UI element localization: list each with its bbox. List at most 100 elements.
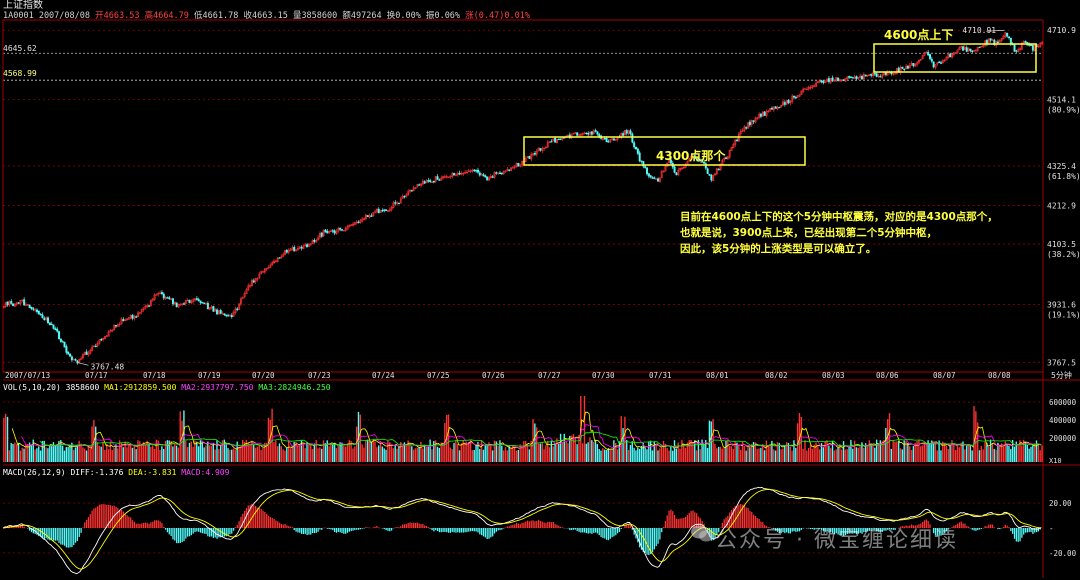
candle-body xyxy=(63,341,66,348)
volume-bar xyxy=(877,444,880,462)
volume-bar xyxy=(27,444,29,462)
candle-body xyxy=(465,171,468,174)
candle-body xyxy=(179,304,182,306)
volume-bar xyxy=(163,449,165,462)
candle-body xyxy=(458,172,461,175)
candle-body xyxy=(949,53,952,58)
volume-bar xyxy=(745,450,747,462)
volume-bar xyxy=(550,440,553,462)
candle-body xyxy=(747,122,750,129)
candle-body xyxy=(137,312,140,317)
candle-body xyxy=(607,141,610,143)
candle-body xyxy=(829,78,832,83)
candle-body xyxy=(971,50,974,52)
volume-bar xyxy=(129,443,132,462)
volume-bar xyxy=(938,440,940,462)
candle-body xyxy=(669,159,672,164)
candle-body xyxy=(353,222,356,225)
candle-body xyxy=(864,74,867,77)
candle-body xyxy=(546,141,549,148)
volume-bar xyxy=(504,447,507,462)
volume-bar xyxy=(117,448,119,462)
candle-body xyxy=(649,175,652,178)
candle-body xyxy=(873,73,876,75)
candle-body xyxy=(767,110,770,112)
candle-body xyxy=(1022,41,1025,43)
volume-bar xyxy=(615,442,617,462)
volume-bar xyxy=(547,440,549,462)
volume-bar xyxy=(49,444,51,462)
candle-body xyxy=(56,328,59,332)
volume-bar xyxy=(477,442,479,462)
volume-bar xyxy=(291,445,294,462)
axis-labels: 4710.913767.484710.94514.1(80.9%)4325.4(… xyxy=(5,26,1080,558)
candle-body xyxy=(370,215,373,217)
candle-body xyxy=(190,300,193,304)
volume-bar xyxy=(561,442,564,462)
volume-bar xyxy=(177,447,180,462)
volume-bar xyxy=(776,442,779,462)
candle-body xyxy=(842,79,845,81)
candle-body xyxy=(94,345,97,348)
candle-body xyxy=(262,271,264,273)
volume-bar xyxy=(315,440,317,462)
volume-bar xyxy=(660,447,663,462)
volume-bar xyxy=(78,440,80,462)
candle-body xyxy=(324,229,327,233)
candle-body xyxy=(940,62,943,64)
candle-body xyxy=(122,319,125,322)
candle-body xyxy=(348,224,351,228)
vol-tick-label: 400000 xyxy=(1049,416,1077,425)
candle-body xyxy=(710,175,713,181)
volume-bar xyxy=(372,439,374,462)
y-tick-label: 4514.1 xyxy=(1047,96,1076,105)
candle-body xyxy=(816,81,819,83)
volume-bar xyxy=(925,443,927,462)
candle-body xyxy=(238,303,241,310)
candle-body xyxy=(780,105,783,108)
volume-bar xyxy=(894,441,896,462)
candle-body xyxy=(111,329,114,332)
volume-bar xyxy=(853,440,856,462)
candle-body xyxy=(69,353,72,357)
volume-bar xyxy=(874,447,876,462)
candle-body xyxy=(129,315,132,319)
volume-bar xyxy=(526,444,529,462)
candle-body xyxy=(526,156,529,159)
candle-body xyxy=(655,178,658,180)
volume-bar xyxy=(429,439,431,462)
volume-bar xyxy=(760,447,762,462)
candle-body xyxy=(386,210,389,212)
candle-body xyxy=(725,157,728,160)
candle-body xyxy=(1024,40,1027,43)
volume-bar xyxy=(653,441,655,462)
candle-body xyxy=(791,95,794,102)
candle-body xyxy=(736,139,739,142)
candle-body xyxy=(464,172,467,174)
volume-bar xyxy=(1004,441,1006,462)
candle-body xyxy=(851,77,854,79)
candle-body xyxy=(1013,43,1016,52)
candle-body xyxy=(596,131,599,135)
volume-bar xyxy=(230,449,233,462)
candle-body xyxy=(877,75,880,77)
volume-bar xyxy=(392,448,395,462)
candle-body xyxy=(682,167,685,169)
volume-bar xyxy=(174,444,176,462)
volume-bar xyxy=(30,444,33,462)
x-tick-label: 08/01 xyxy=(706,371,729,380)
y-tick-label: 4103.5 xyxy=(1047,240,1076,249)
volume-bar xyxy=(131,447,134,462)
candle-body xyxy=(195,298,198,300)
candle-body xyxy=(192,299,195,302)
candle-body xyxy=(138,312,141,314)
volume-bar xyxy=(142,442,145,462)
volume-bar xyxy=(1022,439,1025,462)
candle-body xyxy=(396,202,399,204)
volume-bar xyxy=(76,444,79,462)
volume-bar xyxy=(343,445,345,462)
y-tick-pct: (80.9%) xyxy=(1047,106,1080,115)
volume-bar xyxy=(102,441,104,462)
volume-bar xyxy=(931,440,933,462)
